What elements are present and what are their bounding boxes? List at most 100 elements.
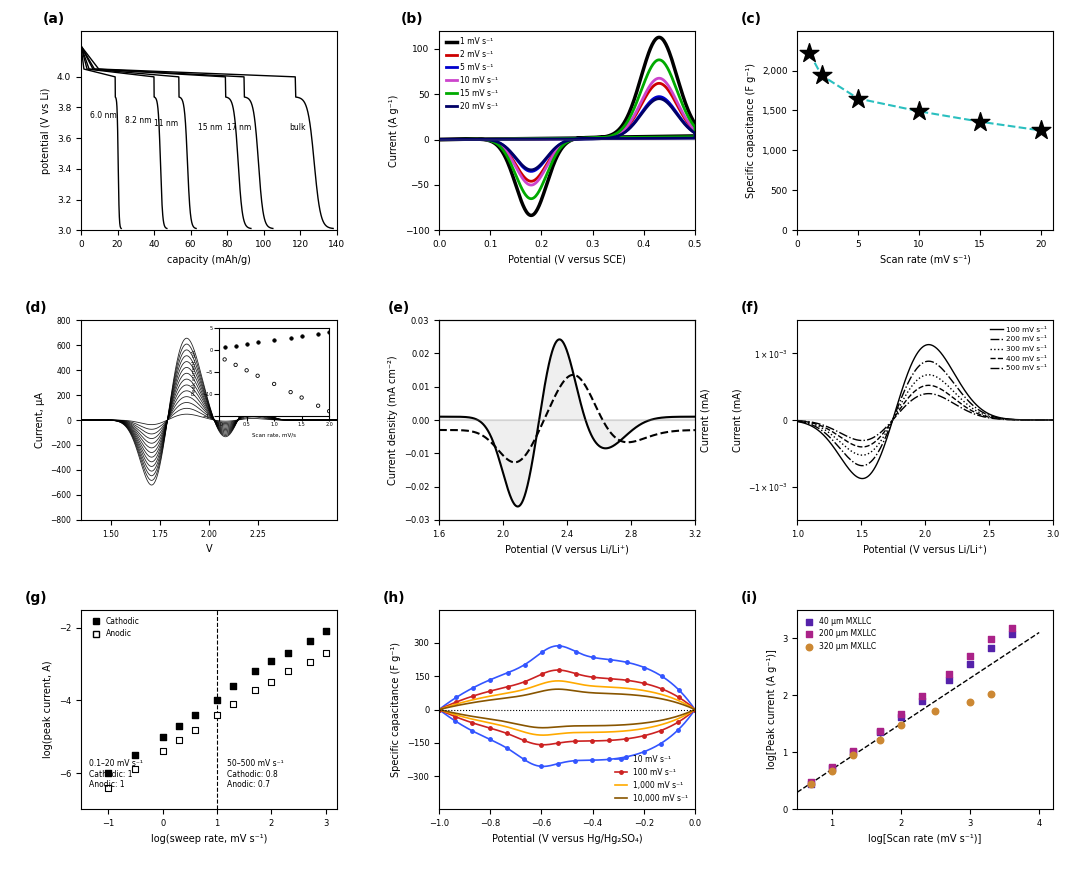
Y-axis label: log[Peak current (A g⁻¹)]: log[Peak current (A g⁻¹)] [767,649,777,769]
Point [279,664,296,678]
200 μm MXLLC [961,649,978,663]
20 mV s⁻¹ [652,94,665,104]
100 mV s⁻¹ [791,416,804,427]
1 mV s⁻¹ [565,135,578,145]
Line: 5 mV s⁻¹: 5 mV s⁻¹ [440,96,694,172]
10 mV s⁻¹ [537,761,550,772]
1,000 mV s⁻¹ [433,704,446,715]
320 μm MXLLC [823,764,840,778]
500 mV s⁻¹ [1047,415,1059,425]
20 mV s⁻¹ [665,133,678,144]
15 mV s⁻¹ [557,133,570,144]
1,000 mV s⁻¹ [602,727,615,738]
Text: (f): (f) [741,301,759,315]
15 mV s⁻¹ [433,134,446,144]
20 mV s⁻¹ [433,134,446,144]
Line: 500 mV s⁻¹: 500 mV s⁻¹ [797,394,1053,440]
5 mV s⁻¹ [602,133,615,144]
300 mV s⁻¹ [791,416,804,426]
40 μm MXLLC [802,777,820,791]
Point [262,654,280,668]
1 mV s⁻¹ [642,50,654,60]
Text: (d): (d) [25,301,48,315]
10 mV s⁻¹ [433,134,446,144]
400 mV s⁻¹ [1047,415,1059,425]
5 mV s⁻¹ [433,134,446,144]
500 mV s⁻¹ [791,416,804,426]
100 mV s⁻¹ [907,355,920,366]
X-axis label: log[Scan rate (mV s⁻¹)]: log[Scan rate (mV s⁻¹)] [868,834,982,844]
400 mV s⁻¹ [962,403,975,414]
400 mV s⁻¹ [922,380,935,390]
5 mV s⁻¹ [665,133,678,144]
500 mV s⁻¹ [907,394,920,404]
Point [187,708,204,722]
20 mV s⁻¹ [557,134,570,144]
400 mV s⁻¹ [943,389,956,400]
100 mV s⁻¹ [836,455,849,466]
2 mV s⁻¹ [665,132,678,143]
200 μm MXLLC [872,724,889,738]
Point [99,766,117,780]
Text: 8.2 nm: 8.2 nm [125,116,151,125]
Point [154,745,172,759]
Point [813,68,831,82]
200 μm MXLLC [843,744,861,758]
Point [800,46,818,60]
10,000 mV s⁻¹ [558,721,571,732]
Legend: 100 mV s⁻¹, 200 mV s⁻¹, 300 mV s⁻¹, 400 mV s⁻¹, 500 mV s⁻¹: 100 mV s⁻¹, 200 mV s⁻¹, 300 mV s⁻¹, 400 … [987,324,1050,374]
15 mV s⁻¹ [525,193,538,204]
40 μm MXLLC [913,694,930,708]
Y-axis label: Specific capacitance (F g⁻¹): Specific capacitance (F g⁻¹) [391,642,401,777]
Line: 2 mV s⁻¹: 2 mV s⁻¹ [440,83,694,181]
X-axis label: V: V [205,544,212,554]
100 mV s⁻¹ [922,340,935,350]
40 μm MXLLC [872,725,889,739]
1 mV s⁻¹ [602,131,615,142]
Point [99,780,117,794]
2 mV s⁻¹ [602,132,615,143]
200 μm MXLLC [913,690,930,704]
300 mV s⁻¹ [856,450,869,460]
10 mV s⁻¹ [652,73,665,83]
320 μm MXLLC [961,695,978,709]
Line: 100 mV s⁻¹: 100 mV s⁻¹ [437,668,697,746]
Point [171,719,188,733]
10,000 mV s⁻¹ [665,696,678,706]
100 mV s⁻¹ [643,729,656,739]
Legend: 1 mV s⁻¹, 2 mV s⁻¹, 5 mV s⁻¹, 10 mV s⁻¹, 15 mV s⁻¹, 20 mV s⁻¹: 1 mV s⁻¹, 2 mV s⁻¹, 5 mV s⁻¹, 10 mV s⁻¹,… [443,34,501,114]
200 mV s⁻¹ [984,410,997,421]
Line: 100 mV s⁻¹: 100 mV s⁻¹ [797,345,1053,479]
Point [1032,123,1050,137]
2 mV s⁻¹ [433,134,446,144]
10 mV s⁻¹ [433,704,446,715]
500 mV s⁻¹ [962,406,975,416]
Point [262,676,280,690]
10 mV s⁻¹ [565,645,578,655]
320 μm MXLLC [927,704,944,718]
200 μm MXLLC [802,775,820,789]
10,000 mV s⁻¹ [537,723,550,733]
1,000 mV s⁻¹ [665,693,678,704]
100 mV s⁻¹ [602,735,615,746]
10 mV s⁻¹ [665,132,678,143]
10,000 mV s⁻¹ [565,685,578,696]
Text: (e): (e) [388,301,410,315]
320 μm MXLLC [872,732,889,746]
500 mV s⁻¹ [943,396,956,406]
10,000 mV s⁻¹ [602,720,615,731]
10 mV s⁻¹ [665,678,678,689]
Line: 10 mV s⁻¹: 10 mV s⁻¹ [437,644,697,768]
Text: 11 nm: 11 nm [154,119,178,128]
10,000 mV s⁻¹ [552,684,565,695]
100 mV s⁻¹ [524,675,537,685]
10 mV s⁻¹ [602,132,615,143]
10,000 mV s⁻¹ [643,718,656,728]
500 mV s⁻¹ [984,413,997,424]
1,000 mV s⁻¹ [537,730,550,740]
Text: 17 nm: 17 nm [227,123,252,132]
100 mV s⁻¹ [962,391,975,402]
100 mV s⁻¹ [565,667,578,677]
15 mV s⁻¹ [652,54,665,65]
Legend: 10 mV s⁻¹, 100 mV s⁻¹, 1,000 mV s⁻¹, 10,000 mV s⁻¹: 10 mV s⁻¹, 100 mV s⁻¹, 1,000 mV s⁻¹, 10,… [612,752,691,806]
